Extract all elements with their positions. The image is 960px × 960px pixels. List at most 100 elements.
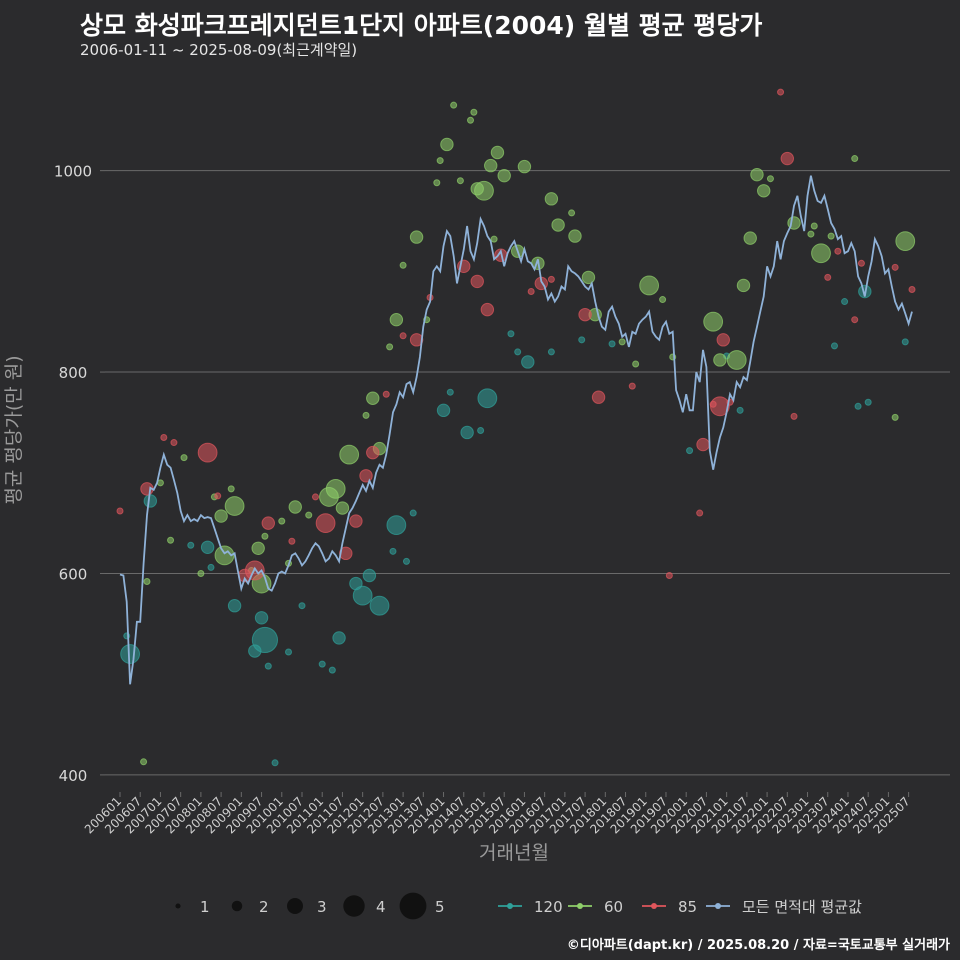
point-120 [271,759,279,767]
series-legend-label: 85 [678,898,697,916]
point-60 [581,270,596,285]
point-60 [261,532,269,540]
point-60 [851,155,859,163]
point-60 [544,192,559,206]
series-legend-dot [577,903,583,909]
point-85 [709,396,730,417]
point-120 [901,338,909,346]
point-85 [857,259,865,267]
point-60 [167,536,175,544]
point-60 [143,578,151,586]
point-60 [288,500,302,514]
x-axis-label: 거래년월 [479,842,549,864]
point-120 [446,388,454,396]
point-60 [703,311,724,332]
point-60 [891,413,899,421]
point-120 [409,509,417,517]
point-85 [366,445,380,460]
point-120 [207,563,215,571]
point-60 [386,343,394,351]
y-tick-label: 800 [59,364,88,382]
point-60 [551,218,565,232]
point-85 [160,434,168,442]
point-60 [743,231,757,245]
chart-title: 상모 화성파크프레지던트1단지 아파트(2004) 월별 평균 평당가 [80,11,763,40]
data-points [116,88,916,767]
point-60 [810,222,818,230]
point-120 [841,298,849,306]
point-85 [359,469,373,483]
point-60 [325,478,346,499]
point-85 [399,332,407,340]
series-legend-dot [715,903,721,909]
point-120 [608,340,616,348]
chart-subtitle: 2006-01-11 ~ 2025-08-09(최근계약일) [80,41,358,59]
point-60 [490,235,498,243]
legend: 1 2 3 4 5 120 60 85 모든 면적대 평균값 [175,892,862,920]
point-60 [440,137,454,152]
point-60 [339,444,360,465]
point-85 [261,516,275,530]
point-85 [591,390,606,404]
series-legend-label: 60 [604,898,623,916]
point-60 [180,454,188,462]
point-60 [618,338,626,346]
point-85 [339,546,353,561]
point-85 [777,88,785,96]
y-axis-ticks: 400 600 800 1000 [54,163,105,785]
point-120 [254,611,269,625]
point-85 [780,151,795,166]
series-legend-dot [507,903,513,909]
point-120 [362,568,377,583]
point-60 [436,157,444,165]
point-85 [315,513,336,534]
point-85 [790,412,798,420]
point-60 [140,758,148,766]
point-60 [750,167,764,182]
point-60 [278,517,286,525]
point-60 [827,232,835,240]
point-85 [527,287,535,295]
point-60 [251,541,265,555]
point-85 [288,537,296,545]
size-legend-label: 1 [200,898,210,916]
point-85 [197,442,218,463]
point-85 [349,514,363,528]
point-60 [659,296,667,304]
point-60 [456,177,464,185]
point-120 [352,585,373,606]
point-85 [409,333,424,347]
size-legend-dot [343,895,365,917]
point-60 [639,275,660,296]
point-120 [386,515,407,536]
point-120 [686,447,694,455]
point-120 [120,644,141,664]
point-60 [366,391,380,405]
point-60 [497,168,511,183]
point-60 [467,116,475,124]
point-60 [305,511,313,519]
point-60 [227,485,235,493]
average-line [119,175,913,685]
point-120 [143,494,158,508]
point-60 [224,496,245,516]
point-120 [285,648,293,656]
point-60 [517,159,532,174]
size-legend-dot [175,903,181,909]
point-60 [632,360,640,368]
point-120 [248,644,262,658]
point-85 [851,316,859,324]
point-120 [332,631,346,645]
point-60 [807,230,815,238]
point-120 [854,402,862,410]
point-85 [214,492,222,500]
size-legend-dot [399,892,427,920]
point-60 [335,501,350,515]
point-85 [891,263,899,271]
point-120 [507,330,515,338]
point-120 [460,425,474,440]
point-120 [477,388,498,409]
point-120 [298,602,306,610]
point-60 [470,108,478,116]
point-85 [470,274,484,289]
